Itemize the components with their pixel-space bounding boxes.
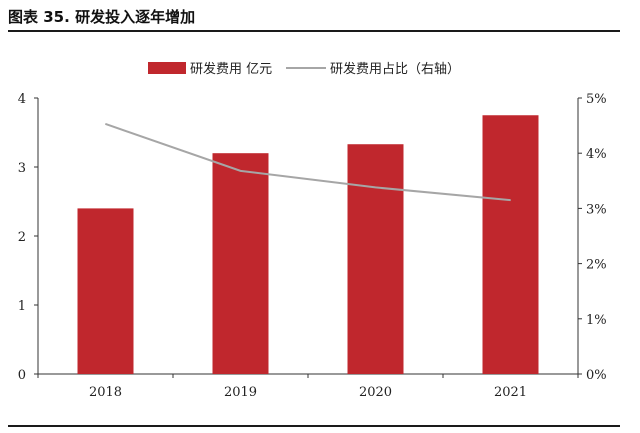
legend: 研发费用 亿元 研发费用占比（右轴）: [148, 61, 460, 77]
ratio-point-2018: [105, 123, 106, 125]
left-tick-label: 0: [18, 368, 26, 383]
caption-title: 研发投入逐年增加: [75, 8, 196, 26]
axes: 0 1 2 3 4 0% 1% 2% 3% 4% 5% 2018 2019 2020 2021: [18, 92, 607, 400]
left-tick-label: 1: [18, 299, 26, 314]
right-tick-label: 4%: [586, 147, 607, 162]
left-tick-label: 2: [18, 230, 26, 245]
x-tick-label: 2020: [359, 385, 392, 400]
figure-caption: 图表 35. 研发投入逐年增加: [8, 6, 195, 27]
right-tick-label: 1%: [586, 313, 607, 328]
right-tick-label: 5%: [586, 92, 607, 107]
caption-label: 图表: [8, 8, 39, 26]
line-series: [105, 122, 511, 202]
ratio-point-2021: [510, 199, 511, 201]
bar-2021: [482, 115, 539, 374]
ratio-point-2019: [240, 170, 241, 172]
left-tick-label: 4: [18, 92, 26, 107]
right-tick-label: 2%: [586, 258, 607, 273]
bar-2018: [77, 208, 134, 374]
legend-bar-label: 研发费用 亿元: [190, 61, 272, 77]
legend-bar-swatch: [148, 62, 186, 74]
top-rule: [8, 30, 620, 32]
right-tick-label: 3%: [586, 202, 607, 217]
ratio-line: [105, 122, 511, 202]
bottom-rule: [8, 425, 620, 427]
x-tick-label: 2019: [224, 385, 257, 400]
left-tick-label: 3: [18, 161, 26, 176]
bar-2019: [212, 153, 269, 374]
bar-2020: [347, 144, 404, 374]
ratio-point-2020: [375, 186, 376, 188]
legend-line-label: 研发费用占比（右轴）: [330, 61, 460, 77]
x-tick-label: 2018: [89, 385, 122, 400]
caption-number: 35.: [43, 8, 70, 26]
right-tick-label: 0%: [586, 368, 607, 383]
x-tick-label: 2021: [494, 385, 527, 400]
bar-series: [77, 115, 539, 374]
